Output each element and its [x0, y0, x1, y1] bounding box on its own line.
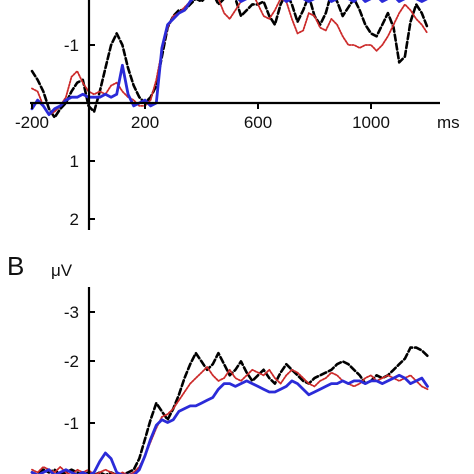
- panel-a-x-tick-label: 1000: [352, 113, 390, 132]
- panel-b-letter: B: [7, 251, 24, 281]
- panel-b-y-tick-label: -1: [64, 414, 79, 433]
- panel-a-x-tick-label: 200: [131, 113, 159, 132]
- panel-a-x-tick-label: -200: [15, 113, 49, 132]
- panel-a: -200 200 600 1000 -1 1 2 ms: [15, 0, 460, 230]
- panel-b: B μV -3 -2 -1: [7, 251, 429, 474]
- panel-a-series-solid: [30, 0, 428, 116]
- panel-b-series-solid: [30, 373, 429, 474]
- panel-b-y-tick-label: -2: [64, 352, 79, 371]
- panel-b-y-unit: μV: [51, 261, 73, 280]
- panel-a-y-tick-label: 1: [70, 152, 79, 171]
- panel-b-y-tick-label: -3: [64, 303, 79, 322]
- panel-a-x-tick-label: 600: [244, 113, 272, 132]
- panel-a-x-unit: ms: [437, 113, 460, 132]
- panel-a-series-dotted: [31, 0, 429, 116]
- panel-b-series: [30, 346, 429, 474]
- panel-a-y-tick-label: 2: [70, 210, 79, 229]
- panel-a-y-tick-label: -1: [64, 36, 79, 55]
- panel-b-series-dashed: [30, 346, 429, 474]
- panel-a-series: [30, 0, 429, 119]
